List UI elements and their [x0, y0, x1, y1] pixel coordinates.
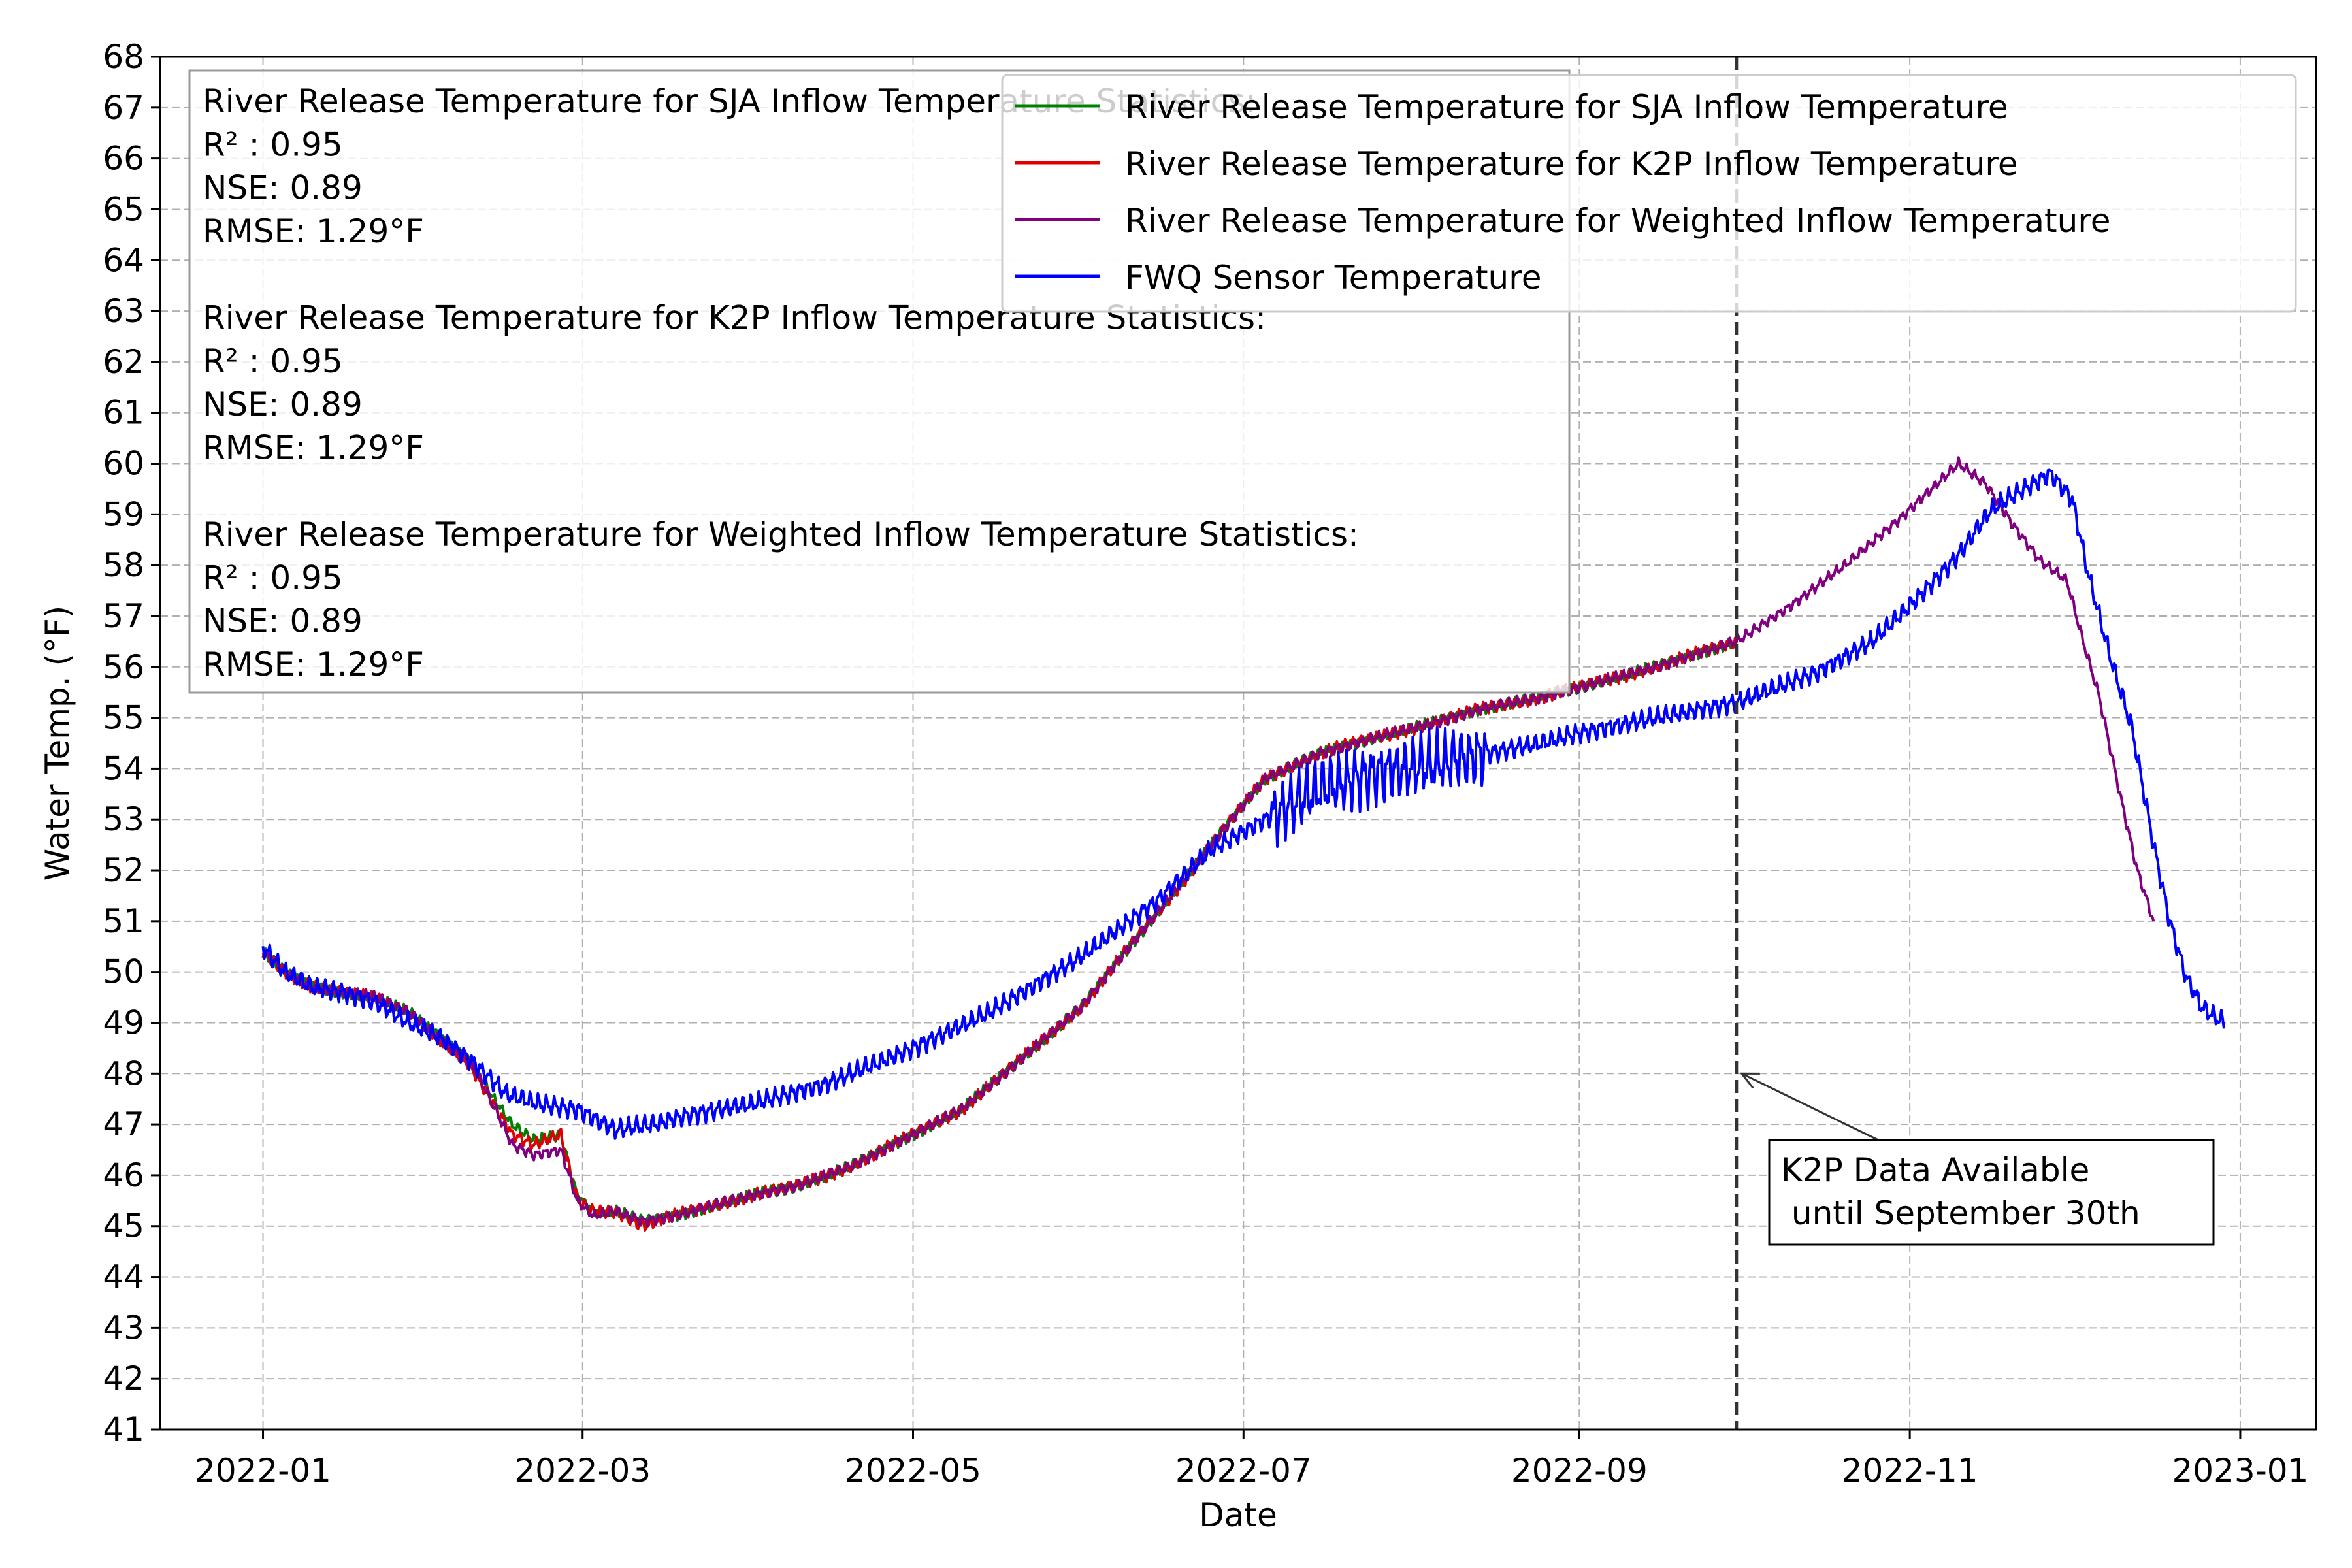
y-tick-label: 65: [103, 190, 144, 228]
y-tick-label: 61: [103, 394, 144, 432]
y-tick-label: 51: [103, 902, 144, 940]
y-tick-label: 41: [103, 1411, 144, 1448]
y-tick-label: 67: [103, 89, 144, 127]
annotation-arrow: [1741, 1072, 1879, 1141]
y-tick-label: 52: [103, 851, 144, 889]
legend-entry: River Release Temperature for K2P Inflow…: [1125, 145, 2018, 183]
y-tick-label: 42: [103, 1360, 144, 1397]
x-tick-label: 2022-01: [195, 1452, 331, 1490]
y-tick-label: 48: [103, 1054, 144, 1092]
y-tick-label: 59: [103, 495, 144, 533]
y-tick-label: 45: [103, 1207, 144, 1245]
y-tick-label: 54: [103, 749, 144, 787]
stats-line: RMSE: 1.29°F: [203, 212, 424, 250]
annotation-box: [1768, 1139, 2215, 1246]
y-tick-label: 64: [103, 241, 144, 279]
series-layer: [261, 456, 2225, 1232]
y-tick-label: 62: [103, 343, 144, 381]
stats-line: NSE: 0.89: [203, 169, 363, 207]
y-tick-label: 56: [103, 648, 144, 686]
y-tick-label: 53: [103, 800, 144, 838]
x-tick-label: 2023-01: [2172, 1452, 2308, 1490]
y-tick-label: 43: [103, 1309, 144, 1347]
stats-line: RMSE: 1.29°F: [203, 645, 424, 683]
legend-frame: [1001, 74, 2297, 313]
x-tick-label: 2022-11: [1842, 1452, 1978, 1490]
stats-line: River Release Temperature for Weighted I…: [203, 515, 1359, 553]
y-axis-label: Water Temp. (°F): [39, 606, 76, 881]
y-tick-label: 44: [103, 1258, 144, 1296]
y-tick-label: 66: [103, 140, 144, 178]
annotation: K2P Data Available until September 30th: [1739, 1072, 2215, 1246]
y-tick-label: 60: [103, 445, 144, 483]
stats-line: NSE: 0.89: [203, 602, 363, 640]
annotation-text: K2P Data Available: [1781, 1151, 2089, 1189]
plot-frame: [159, 56, 2317, 1431]
stats-line: R² : 0.95: [203, 342, 343, 380]
legend-entry: River Release Temperature for Weighted I…: [1125, 202, 2111, 240]
y-tick-label: 47: [103, 1105, 144, 1143]
y-tick-label: 55: [103, 699, 144, 737]
series-line: [261, 468, 2225, 1140]
legend: River Release Temperature for SJA Inflow…: [1001, 74, 2297, 313]
x-tick-label: 2022-07: [1175, 1452, 1312, 1490]
legend-entry: River Release Temperature for SJA Inflow…: [1125, 88, 2008, 126]
x-axis-label: Date: [1199, 1496, 1277, 1534]
y-tick-label: 50: [103, 953, 144, 991]
y-tick-label: 58: [103, 546, 144, 584]
stats-line: R² : 0.95: [203, 559, 343, 596]
y-tick-label: 49: [103, 1004, 144, 1041]
y-tick-label: 68: [103, 38, 144, 76]
x-tick-label: 2022-05: [845, 1452, 981, 1490]
stats-line: R² : 0.95: [203, 125, 343, 163]
y-tick-label: 57: [103, 597, 144, 635]
x-tick-label: 2022-03: [514, 1452, 651, 1490]
legend-entry: FWQ Sensor Temperature: [1125, 259, 1541, 297]
annotation-text: until September 30th: [1781, 1194, 2140, 1232]
x-tick-label: 2022-09: [1511, 1452, 1648, 1490]
annotation-arrowhead: [1739, 1072, 1760, 1089]
stats-line: NSE: 0.89: [203, 385, 363, 423]
stats-line: RMSE: 1.29°F: [203, 429, 424, 466]
y-tick-label: 46: [103, 1156, 144, 1194]
axes: 41 42 43 44 45 46 47 48 49 50 51 52 53 54 55 56 57 58 59 60…: [39, 38, 2317, 1534]
y-tick-label: 63: [103, 292, 144, 330]
